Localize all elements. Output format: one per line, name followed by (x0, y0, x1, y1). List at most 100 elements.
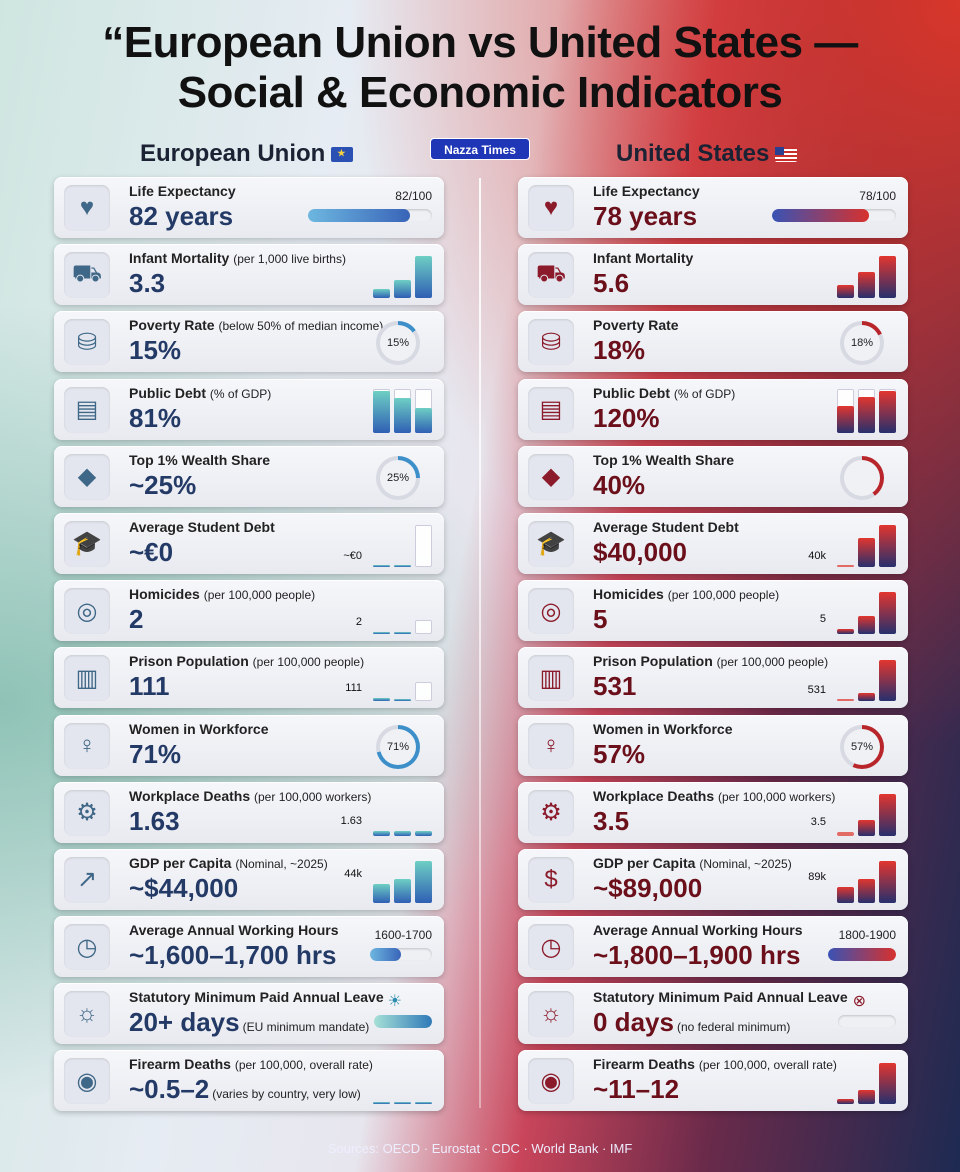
visual-value-label: 2 (355, 615, 362, 628)
mini-bar (394, 631, 411, 635)
indicator-card: 🎓 Average Student Debt ~€0 ~€0 (54, 512, 444, 574)
indicator-value-text: ~0.5–2 (129, 1074, 210, 1105)
visual-value-label: 82/100 (395, 189, 432, 203)
indicator-visual (302, 252, 432, 299)
mini-bar (879, 861, 896, 903)
indicator-card: ⛁ Poverty Rate 18% 18% (518, 311, 908, 373)
indicator-note: (no federal minimum) (676, 1020, 791, 1035)
mini-bar-frame (879, 388, 896, 433)
visual-value-label: 1800-1900 (838, 928, 896, 943)
coins-icon: ⛁ (64, 319, 110, 366)
indicator-visual: 18% (766, 319, 896, 366)
indicator-label-text: Average Student Debt (129, 518, 275, 535)
visual-value-label: 44k (344, 868, 362, 881)
indicator-visual: 111 (302, 655, 432, 702)
visual-value-label: 78/100 (859, 189, 896, 203)
indicator-visual: ☀ (302, 991, 432, 1037)
progress-bar (828, 948, 896, 962)
progress-fill (772, 209, 869, 222)
indicator-value-text: 3.3 (129, 268, 166, 299)
indicator-label: Women in Workforce (593, 721, 733, 737)
indicator-card: ♀ Women in Workforce 71% 71% (54, 714, 444, 776)
sunbed-icon: ☼ (528, 991, 574, 1038)
progress-bar (772, 209, 896, 222)
visual-value-label: 531 (807, 684, 826, 696)
mini-bar (858, 271, 875, 299)
target-icon: ◉ (528, 1058, 574, 1105)
chart-up-icon: ↗ (64, 856, 110, 903)
indicator-value: ~11–12 (593, 1074, 679, 1105)
stroller-icon: ⛟ (64, 252, 110, 299)
indicator-label-text: Average Student Debt (593, 518, 739, 535)
indicator-value-text: 40% (593, 469, 646, 500)
prison-bars-icon: ▥ (64, 655, 110, 702)
us-column: ♥ Life Expectancy 78 years 78/100 ⛟ Infant Mo… (518, 177, 908, 1118)
indicator-value: ~$89,000 (593, 873, 702, 904)
visual-value-label: 40k (808, 549, 826, 562)
indicator-label-text: Public Debt (593, 384, 671, 401)
progress-bar (370, 948, 432, 962)
money-bag-icon: $ (528, 856, 574, 903)
mini-bar-chart (373, 388, 432, 433)
mini-bar (879, 390, 896, 433)
center-divider (479, 178, 481, 1108)
indicator-label-text: Life Expectancy (129, 183, 236, 199)
indicator-value-text: 20+ days (129, 1007, 240, 1038)
indicator-card: ♀ Women in Workforce 57% 57% (518, 714, 908, 776)
indicator-label: Top 1% Wealth Share (593, 452, 734, 468)
mini-bar (858, 820, 875, 836)
indicator-value-text: ~$89,000 (593, 872, 703, 903)
indicator-note: (EU minimum mandate) (242, 1020, 370, 1035)
indicator-value-text: ~1,600–1,700 hrs (129, 940, 337, 971)
indicator-label-text: GDP per Capita (593, 854, 696, 871)
indicator-label: Top 1% Wealth Share (129, 452, 270, 468)
indicator-card: ♥ Life Expectancy 78 years 78/100 (518, 177, 908, 238)
donut-label: 57% (844, 728, 880, 765)
graduation-cap-icon: 🎓 (64, 520, 110, 567)
visual-value-label: 5 (819, 612, 826, 625)
indicator-visual: ~€0 (302, 521, 432, 567)
indicator-label-text: Top 1% Wealth Share (593, 451, 735, 468)
donut-gauge: 15% (376, 321, 420, 366)
mini-bar-chart (837, 659, 896, 702)
indicator-label: Workplace Deaths (per 100,000 workers) (129, 788, 371, 804)
mini-bar (879, 592, 896, 635)
indicator-value-text: $40,000 (593, 536, 687, 567)
indicator-sublabel: (per 1,000 live births) (233, 252, 346, 267)
indicator-card: ◷ Average Annual Working Hours ~1,600–1,70… (54, 916, 444, 978)
indicator-label-text: Firearm Deaths (129, 1056, 231, 1073)
indicator-value: ~1,800–1,900 hrs (593, 940, 800, 971)
mini-bar (879, 525, 896, 567)
hard-hat-gear-icon: ⚙ (64, 789, 110, 836)
indicator-value: 5 (593, 604, 607, 635)
heart-up-icon: ♥ (528, 185, 574, 231)
indicator-label: Prison Population (per 100,000 people) (593, 653, 828, 669)
mini-bar-chart (837, 793, 896, 836)
indicator-label: GDP per Capita (Nominal, ~2025) (593, 855, 792, 871)
indicator-label-text: Infant Mortality (593, 250, 694, 267)
indicator-value-text: 3.5 (593, 805, 630, 836)
mini-bar (415, 831, 432, 836)
stroller-icon: ⛟ (528, 252, 574, 299)
donut-label (844, 459, 880, 496)
indicator-value: 1.63 (129, 806, 180, 837)
mini-bar (373, 288, 390, 299)
visual-value-label: 1600-1700 (374, 928, 432, 943)
sunbed-icon: ☼ (64, 991, 110, 1038)
indicator-label: Firearm Deaths (per 100,000, overall rat… (593, 1056, 837, 1072)
indicator-visual: 82/100 (302, 185, 432, 231)
mini-bar (879, 659, 896, 702)
indicator-visual: 78/100 (766, 185, 896, 231)
mini-bar (373, 1102, 390, 1105)
indicator-label-text: Homicides (129, 586, 200, 603)
indicator-card: ◉ Firearm Deaths (per 100,000, overall ra… (54, 1050, 444, 1112)
diamond-icon: ◆ (528, 453, 574, 500)
indicator-label: Statutory Minimum Paid Annual Leave (129, 989, 384, 1005)
indicator-card: ▤ Public Debt (% of GDP) 120% (518, 378, 908, 440)
indicator-label-text: Average Annual Working Hours (593, 922, 803, 939)
indicator-label-text: GDP per Capita (129, 854, 232, 871)
indicator-label: Average Student Debt (129, 519, 275, 535)
indicator-card: ☼ Statutory Minimum Paid Annual Leave 20+ … (54, 983, 444, 1045)
prison-bars-icon: ▥ (528, 655, 574, 702)
indicator-label: Firearm Deaths (per 100,000, overall rat… (129, 1056, 373, 1072)
